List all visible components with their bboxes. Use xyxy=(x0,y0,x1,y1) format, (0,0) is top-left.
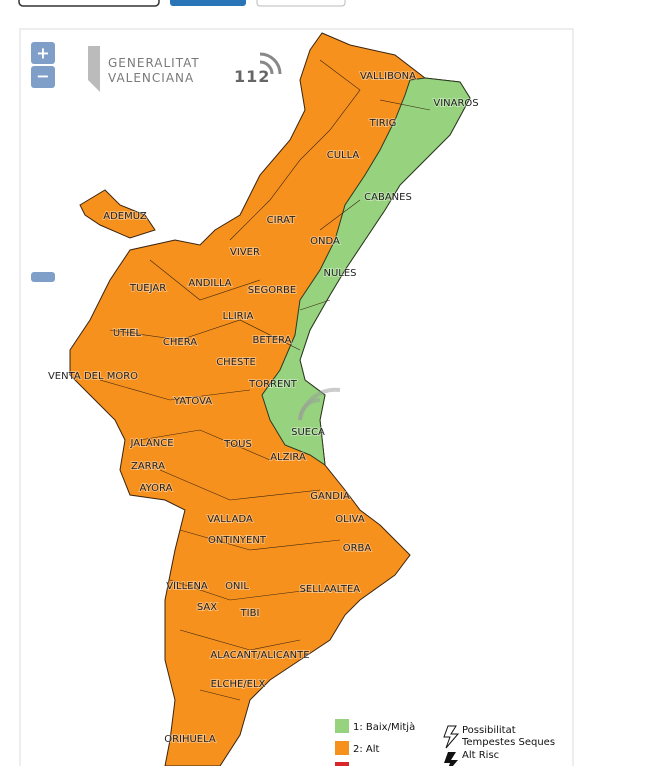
town-label: ALTEA xyxy=(330,584,360,595)
town-label: JALANCE xyxy=(129,438,173,449)
legend-label: Alt Risc xyxy=(462,750,499,761)
town-label: SELLA xyxy=(300,584,331,595)
logo: GENERALITAT VALENCIANA 112 xyxy=(88,46,282,92)
legend-label: 1: Baix/Mitjà xyxy=(353,721,415,733)
zoom-in-label: + xyxy=(36,44,49,63)
town-label: GANDIA xyxy=(310,491,350,502)
town-label: AYORA xyxy=(140,483,173,494)
town-label: ZARRA xyxy=(131,461,165,472)
storm-icon xyxy=(444,752,458,766)
town-label: TOUS xyxy=(223,439,252,450)
town-label: OLIVA xyxy=(335,514,365,525)
town-label: ONIL xyxy=(225,581,249,592)
town-label: VENTA DEL MORO xyxy=(48,371,138,382)
zoom-out-label: − xyxy=(36,67,49,86)
legend-label: Tempestes Seques xyxy=(461,737,555,748)
town-label: VALLIBONA xyxy=(360,71,416,82)
town-label: YATOVA xyxy=(173,396,212,407)
legend-label: 2: Alt xyxy=(353,744,380,755)
town-label: ANDILLA xyxy=(188,278,231,289)
town-label: NULES xyxy=(323,268,356,279)
logo-112: 112 xyxy=(234,67,270,86)
town-label: TUEJAR xyxy=(129,283,166,294)
town-label: CULLA xyxy=(327,150,360,161)
town-label: BETERA xyxy=(253,335,292,346)
town-label: VIVER xyxy=(230,247,260,258)
emergency-watermark xyxy=(298,387,341,421)
town-labels: VALLIBONA VINAROS TIRIG CULLA CABANES ADEMUZ C… xyxy=(47,70,480,746)
tab-button[interactable] xyxy=(256,0,346,7)
town-label: CHERA xyxy=(163,337,197,348)
region-baix xyxy=(261,77,471,467)
storm-icon xyxy=(443,725,460,749)
municipal-borders xyxy=(99,59,431,701)
town-label: UTIEL xyxy=(113,328,142,339)
legend-swatch xyxy=(335,719,349,733)
map xyxy=(69,32,471,766)
legend-swatch xyxy=(335,762,349,766)
logo-text: VALENCIANA xyxy=(108,71,194,85)
logo-text: GENERALITAT xyxy=(108,56,200,70)
town-label: VALLADA xyxy=(207,514,253,525)
tab-button[interactable] xyxy=(18,0,160,7)
town-label: ALZIRA xyxy=(270,452,306,463)
town-label: VILLENA xyxy=(166,581,208,592)
town-label: ONDA xyxy=(310,236,340,247)
town-label: SEGORBE xyxy=(248,285,296,296)
zoom-in-button[interactable] xyxy=(31,42,55,64)
legend: 1: Baix/Mitjà 2: Alt Possibilitat Tempes… xyxy=(335,719,555,766)
town-label: ORBA xyxy=(343,543,372,554)
town-label: CIRAT xyxy=(267,215,297,226)
town-label: CABANES xyxy=(364,192,412,203)
town-label: TORRENT xyxy=(248,379,298,390)
town-label: ALACANT/ALICANTE xyxy=(210,650,309,661)
town-label: SUECA xyxy=(291,427,325,438)
zoom-slider[interactable] xyxy=(31,272,55,282)
town-label: TIRIG xyxy=(369,118,397,129)
town-label: ELCHE/ELX xyxy=(211,679,266,690)
town-label: LLIRIA xyxy=(223,311,254,322)
zoom-out-button[interactable] xyxy=(31,66,55,88)
town-label: ORIHUELA xyxy=(164,734,216,745)
town-label: TIBI xyxy=(240,608,260,619)
town-label: CHESTE xyxy=(216,357,256,368)
town-label: ADEMUZ xyxy=(103,211,147,222)
region-alt xyxy=(79,189,156,239)
legend-swatch xyxy=(335,741,349,755)
town-label: SAX xyxy=(197,602,217,613)
legend-label: Possibilitat xyxy=(462,725,516,736)
town-label: VINAROS xyxy=(433,98,478,109)
town-label: ONTINYENT xyxy=(208,535,267,546)
tab-button[interactable] xyxy=(170,0,246,6)
